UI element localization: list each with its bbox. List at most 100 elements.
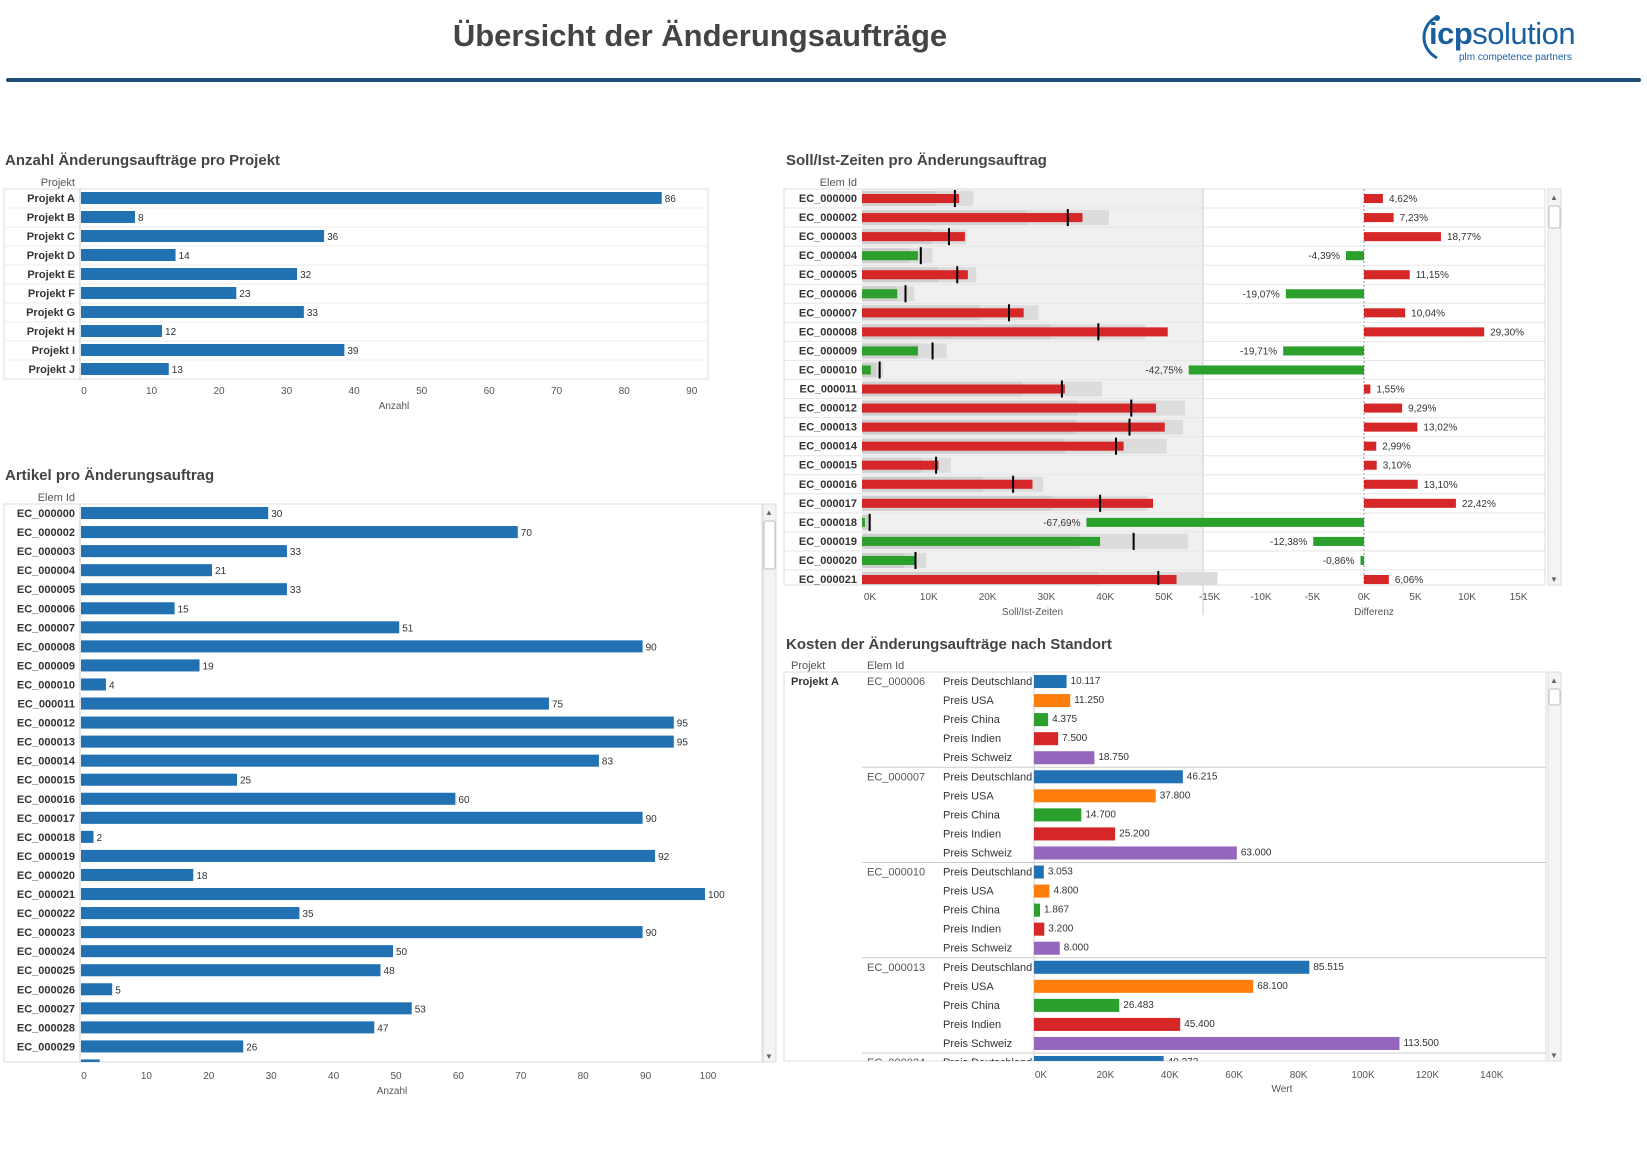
chart3-diff-label: -67,69% <box>1043 518 1080 529</box>
chart1-tick-label: 40 <box>349 386 361 397</box>
chart3-scroll-down-icon: ▼ <box>1550 575 1558 584</box>
chart3-scrollbar-track <box>1547 188 1562 586</box>
chart4-scroll-down-icon: ▼ <box>1550 1051 1558 1060</box>
chart4-item-label: Preis Indien <box>943 1019 1001 1031</box>
chart2-data-label: 21 <box>215 566 227 577</box>
chart3-diff-bar <box>1364 232 1441 242</box>
chart4-bar <box>1034 884 1050 898</box>
chart2-data-label: 75 <box>552 700 564 711</box>
chart4-bar <box>1034 732 1059 746</box>
chart1-data-label: 33 <box>307 308 319 319</box>
chart3-category-label: EC_000009 <box>799 345 857 357</box>
chart2-frame <box>3 503 763 1063</box>
chart3-category-label: EC_000000 <box>799 193 857 205</box>
chart4-item-label: Preis Deutschland <box>943 962 1032 974</box>
chart3-diff-bar <box>1313 536 1364 546</box>
chart1-category-label: Projekt A <box>27 193 75 205</box>
chart2-bar <box>81 888 705 901</box>
chart3-category-label: EC_000013 <box>799 422 857 434</box>
chart1-x-axis-label: Anzahl <box>379 401 410 412</box>
chart3-category-label: EC_000016 <box>799 479 857 491</box>
chart4-item-label: Preis Deutschland <box>943 676 1032 688</box>
chart3-bar <box>862 251 918 261</box>
chart2-bar <box>81 735 674 748</box>
chart4-tick-label: 0K <box>1035 1070 1048 1081</box>
chart3-left-axis-label: Soll/Ist-Zeiten <box>1002 607 1063 618</box>
logo-swoosh-icon <box>1422 15 1440 60</box>
chart3-bar <box>862 327 1168 337</box>
chart1-bar <box>81 268 298 280</box>
chart2-bar <box>81 564 213 577</box>
chart3-left-tick-label: 10K <box>920 592 938 603</box>
chart4-bar <box>1034 770 1183 784</box>
chart4-elem-label: EC_000006 <box>867 676 925 688</box>
chart3-right-tick-label: -15K <box>1199 592 1220 603</box>
chart3-right-tick-label: 10K <box>1458 592 1476 603</box>
chart2-data-label: 100 <box>708 890 725 901</box>
chart4-bar <box>1034 941 1060 955</box>
chart3-bar <box>862 536 1101 546</box>
chart2-category-label: EC_000003 <box>17 546 75 558</box>
chart4-elem-label: EC_000007 <box>867 771 925 783</box>
chart2-row-header: Elem Id <box>38 492 75 504</box>
chart2-bar <box>81 621 400 634</box>
chart3-bar <box>862 289 898 299</box>
chart1-category-label: Projekt C <box>27 231 75 243</box>
company-logo: icpsolution plm competence partners <box>1415 8 1585 68</box>
chart2-rows: EC_000000 30 EC_000002 70 EC_000003 33 EC_0000… <box>17 507 725 1072</box>
chart3-bar <box>862 365 871 375</box>
chart1-data-label: 39 <box>347 346 359 357</box>
chart1-bar <box>81 325 163 337</box>
chart2-data-label: 33 <box>290 585 302 596</box>
chart3-diff-bar <box>1285 289 1364 299</box>
chart3-bar <box>862 403 1156 413</box>
chart2-bar <box>81 716 674 729</box>
chart2-category-label: EC_000028 <box>17 1022 75 1034</box>
chart2-bar <box>81 773 237 786</box>
chart3-category-label: EC_000006 <box>799 288 857 300</box>
chart4-item-label: Preis USA <box>943 886 994 898</box>
chart2-data-label: 2 <box>96 833 102 844</box>
chart3-diff-label: -0,86% <box>1323 556 1355 567</box>
chart2-bar <box>81 811 643 824</box>
chart1-data-label: 13 <box>172 365 184 376</box>
chart4-item-label: Preis Schweiz <box>943 752 1012 764</box>
chart3-diff-bar <box>1188 365 1364 375</box>
chart3-bar <box>862 346 918 356</box>
chart2-bar <box>81 945 393 958</box>
chart4-data-label: 7.500 <box>1062 733 1087 744</box>
chart3-left-tick-label: 40K <box>1096 592 1114 603</box>
chart4-bar <box>1034 960 1310 974</box>
chart3-bar <box>862 232 965 242</box>
chart2-data-label: 70 <box>521 528 533 539</box>
chart2-category-label: EC_000013 <box>17 737 75 749</box>
chart3-left-tick-label: 50K <box>1155 592 1173 603</box>
chart4-tick-label: 60K <box>1225 1070 1243 1081</box>
chart3-right-tick-label: 5K <box>1409 592 1422 603</box>
chart4-bar <box>1034 865 1044 879</box>
chart4-data-label: 46.215 <box>1187 771 1218 782</box>
chart4-bar <box>1034 998 1120 1012</box>
chart4-item-label: Preis USA <box>943 695 994 707</box>
chart3-diff-bar <box>1360 555 1364 565</box>
chart2-tick-label: 80 <box>578 1071 590 1082</box>
chart2-category-label: EC_000011 <box>18 699 76 711</box>
chart2-category-label: EC_000010 <box>17 679 75 691</box>
chart4-data-label: 1.867 <box>1044 905 1069 916</box>
chart2-data-label: 30 <box>271 509 283 520</box>
chart3-category-label: EC_000021 <box>799 574 857 586</box>
chart3-diff-bar <box>1364 498 1456 508</box>
chart2-bar <box>81 964 381 977</box>
chart2-category-label: EC_000012 <box>17 718 75 730</box>
chart2-data-label: 5 <box>115 985 121 996</box>
chart1-bar <box>81 363 169 375</box>
chart2-category-label: EC_000026 <box>17 984 75 996</box>
chart3-diff-bar <box>1283 346 1364 356</box>
chart2-data-label: 3 <box>103 1061 109 1072</box>
chart3-diff-bar <box>1364 403 1403 413</box>
chart3-category-label: EC_000011 <box>800 384 858 396</box>
chart1-category-label: Projekt I <box>32 345 75 357</box>
chart3-diff-label: 11,15% <box>1416 270 1449 281</box>
chart2-scroll-down-icon: ▼ <box>765 1052 773 1061</box>
chart4-bar <box>1034 808 1082 822</box>
